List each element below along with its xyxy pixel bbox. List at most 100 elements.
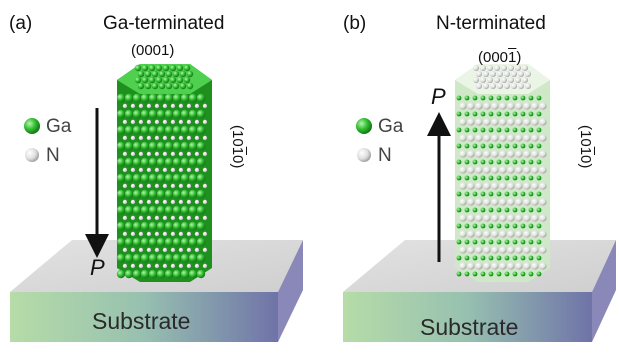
atom bbox=[196, 221, 206, 231]
atom bbox=[140, 125, 150, 135]
atom bbox=[496, 127, 502, 133]
atom bbox=[180, 173, 190, 183]
atom bbox=[491, 214, 499, 222]
atom bbox=[520, 175, 526, 181]
atom bbox=[180, 221, 190, 231]
atom bbox=[459, 230, 467, 238]
atom bbox=[122, 215, 128, 221]
atom bbox=[488, 111, 494, 117]
top-facet-atom bbox=[162, 76, 170, 84]
atom bbox=[536, 239, 542, 245]
nanowire-ga-terminated bbox=[116, 64, 212, 282]
panel-tag-a: (a) bbox=[9, 13, 33, 34]
atom bbox=[132, 93, 142, 103]
atom bbox=[491, 262, 499, 270]
atom bbox=[124, 253, 134, 263]
atom bbox=[539, 230, 547, 238]
atom bbox=[194, 183, 200, 189]
atom bbox=[164, 125, 174, 135]
atom bbox=[194, 199, 200, 205]
top-facet-atom bbox=[176, 76, 184, 84]
legend-n-atom-a bbox=[25, 148, 39, 162]
atom bbox=[539, 134, 547, 142]
atom bbox=[472, 223, 478, 229]
atom bbox=[156, 109, 166, 119]
atom bbox=[488, 191, 494, 197]
atom bbox=[186, 183, 192, 189]
atom bbox=[186, 151, 192, 157]
atom bbox=[459, 214, 467, 222]
atom bbox=[512, 143, 518, 149]
atom bbox=[180, 205, 190, 215]
atom bbox=[132, 205, 142, 215]
atom bbox=[523, 246, 531, 254]
atom bbox=[116, 93, 126, 103]
atom bbox=[164, 269, 174, 279]
atom bbox=[196, 109, 206, 119]
top-facet-atom bbox=[508, 65, 514, 71]
atom bbox=[154, 135, 160, 141]
atom bbox=[523, 134, 531, 142]
atom bbox=[202, 151, 208, 157]
atom bbox=[475, 262, 483, 270]
atom bbox=[172, 269, 182, 279]
atom bbox=[515, 118, 523, 126]
atom bbox=[122, 263, 128, 269]
atom bbox=[140, 157, 150, 167]
atom bbox=[140, 109, 150, 119]
atom bbox=[504, 159, 510, 165]
atom bbox=[146, 135, 152, 141]
atom bbox=[472, 111, 478, 117]
atom bbox=[140, 189, 150, 199]
top-facet-atom bbox=[148, 64, 156, 72]
atom bbox=[116, 125, 126, 135]
atom bbox=[480, 239, 486, 245]
atom bbox=[202, 263, 208, 269]
atom bbox=[138, 119, 144, 125]
atom bbox=[456, 143, 462, 149]
atom bbox=[483, 198, 491, 206]
top-facet-atom bbox=[169, 64, 177, 72]
atom bbox=[491, 166, 499, 174]
atom bbox=[130, 103, 136, 109]
atom bbox=[480, 95, 486, 101]
atom bbox=[472, 95, 478, 101]
atom bbox=[202, 119, 208, 125]
atom bbox=[124, 173, 134, 183]
atom bbox=[491, 134, 499, 142]
atom bbox=[475, 246, 483, 254]
atom bbox=[202, 183, 208, 189]
atom bbox=[488, 95, 494, 101]
atom bbox=[472, 127, 478, 133]
atom bbox=[539, 246, 547, 254]
atom bbox=[122, 151, 128, 157]
atom bbox=[480, 191, 486, 197]
top-facet-atom bbox=[501, 65, 507, 71]
atom bbox=[154, 263, 160, 269]
atom bbox=[523, 150, 531, 158]
atom bbox=[459, 198, 467, 206]
atom bbox=[491, 230, 499, 238]
atom bbox=[130, 263, 136, 269]
atom bbox=[488, 223, 494, 229]
atom bbox=[130, 231, 136, 237]
atom bbox=[116, 237, 126, 247]
atom bbox=[531, 118, 539, 126]
atom bbox=[148, 141, 158, 151]
atom bbox=[456, 223, 462, 229]
atom bbox=[122, 199, 128, 205]
atom bbox=[475, 182, 483, 190]
atom bbox=[464, 207, 470, 213]
top-facet-atom bbox=[186, 70, 194, 78]
atom bbox=[186, 215, 192, 221]
atom bbox=[186, 263, 192, 269]
atom bbox=[507, 102, 515, 110]
atom bbox=[140, 253, 150, 263]
atom bbox=[520, 127, 526, 133]
atom bbox=[536, 223, 542, 229]
atom bbox=[188, 221, 198, 231]
atom bbox=[148, 93, 158, 103]
atom bbox=[156, 205, 166, 215]
atom bbox=[140, 141, 150, 151]
atom bbox=[464, 191, 470, 197]
